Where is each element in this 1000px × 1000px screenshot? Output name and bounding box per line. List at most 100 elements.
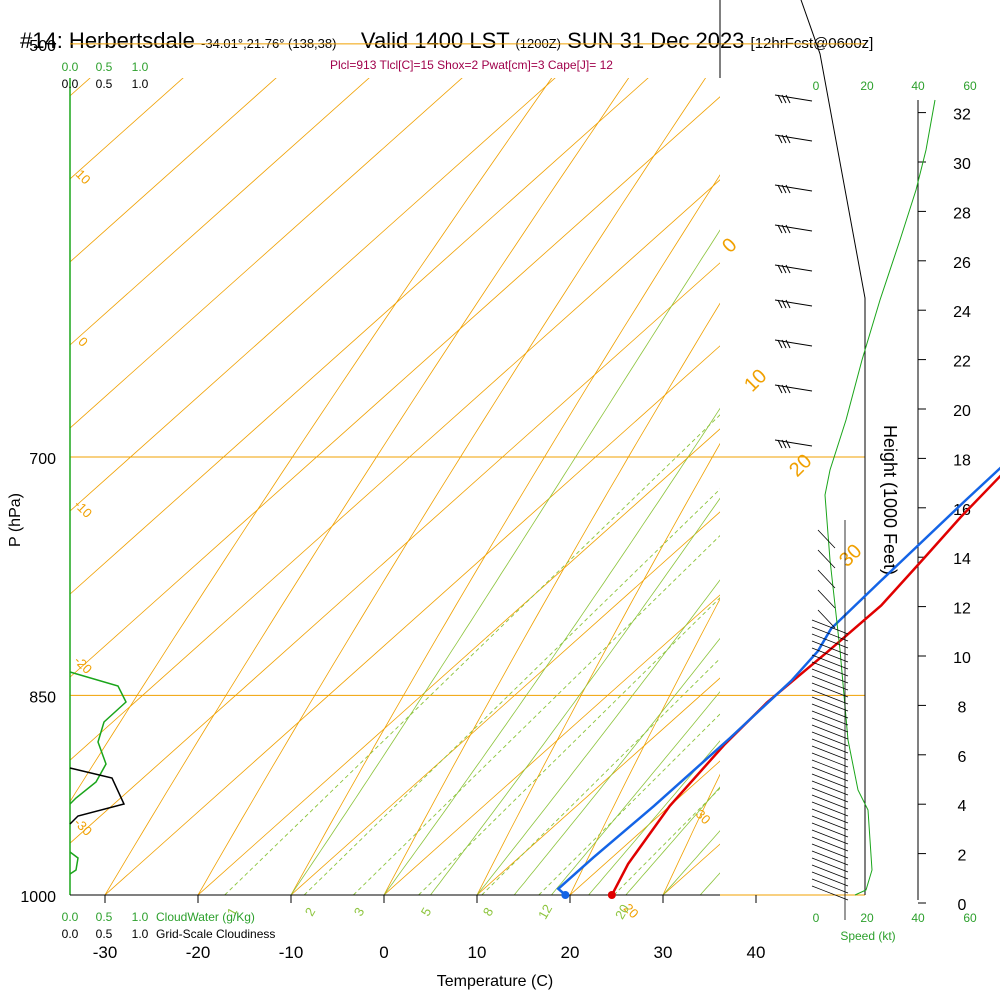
wind-barb-mid	[817, 569, 836, 589]
x-axis-label: Temperature (C)	[437, 973, 553, 990]
speed-scale-bottom: 20	[860, 911, 874, 925]
wind-barb	[774, 339, 813, 347]
wind-barb-low	[811, 682, 849, 698]
wind-barb-low	[811, 633, 849, 649]
wind-barb-feather	[781, 299, 787, 309]
wind-barb-low	[811, 794, 849, 810]
pressure-tick-label: 700	[29, 451, 56, 468]
isotherm-line	[0, 0, 989, 895]
wind-barb-feather	[781, 384, 787, 394]
mixing-ratio-label: 2	[302, 905, 319, 919]
wind-barb-low	[811, 619, 849, 635]
wind-barb-low	[811, 801, 849, 817]
wind-barb-low	[811, 822, 849, 838]
wind-barb-low	[811, 654, 849, 670]
dry-adiabat-line	[824, 0, 1000, 955]
cloudiness-scale-top: 1.0	[132, 77, 149, 91]
wind-barb-feather	[777, 134, 783, 144]
cloudiness-scale-bottom: 1.0	[132, 927, 149, 941]
x-tick-label: 10	[468, 943, 487, 962]
wind-barb	[774, 224, 813, 232]
height-tick-label: 16	[953, 502, 971, 519]
isotherm-line	[942, 0, 1000, 895]
wind-barb-low	[811, 815, 849, 831]
wind-barb-feather	[777, 224, 783, 234]
valid-date: SUN 31 Dec 2023	[567, 28, 745, 53]
wind-barb-feather	[777, 184, 783, 194]
pressure-tick-label: 850	[29, 689, 56, 706]
moist-adiabat-line	[290, 229, 720, 895]
wind-barb-low	[811, 871, 849, 887]
isotherm-line	[197, 428, 720, 895]
isotherm-line	[70, 78, 184, 180]
wind-barb-low	[811, 710, 849, 726]
cloudwater-label: CloudWater (g/Kg)	[156, 910, 255, 924]
wind-barb-low	[811, 808, 849, 824]
cloudiness-scale-top: 0.5	[96, 77, 113, 91]
wind-barb-low	[811, 724, 849, 740]
isotherm-line	[70, 96, 720, 678]
wind-barb-low	[811, 689, 849, 705]
wind-barb-mid	[817, 549, 836, 569]
dewpoint-surface-dot	[561, 891, 570, 899]
isotherm-line	[849, 0, 1000, 895]
dry-adiabat-layer	[70, 0, 1000, 955]
isotherm-line	[0, 0, 896, 895]
height-tick-label: 26	[953, 255, 971, 272]
wind-barb-low	[811, 766, 849, 782]
mixing-ratio-label: 20	[612, 902, 632, 922]
mixing-ratio-line	[613, 787, 720, 895]
wind-barb-low	[811, 857, 849, 873]
wind-barb-feather	[785, 339, 791, 349]
height-tick-label: 12	[953, 601, 971, 618]
wind-barb-low	[811, 647, 849, 663]
mixing-ratio-line	[481, 657, 720, 895]
x-tick-label: 30	[654, 943, 673, 962]
wind-barb-low	[811, 759, 849, 775]
wind-barb-feather	[777, 439, 783, 449]
temperature-profile	[610, 474, 1000, 896]
wind-barb	[774, 94, 813, 102]
wind-barb-feather	[777, 384, 783, 394]
wind-speed-trace	[824, 99, 936, 896]
wind-barb-low	[811, 745, 849, 761]
mixing-ratio-label: 5	[418, 905, 435, 919]
dry-adiabat-label: 20	[785, 450, 816, 481]
wind-barb-low	[811, 864, 849, 880]
station-name: #14: Herbertsdale	[20, 28, 195, 53]
dry-adiabat-line	[383, 302, 720, 895]
temperature-surface-dot	[607, 891, 616, 899]
isotherm-line	[290, 511, 720, 895]
moist-adiabat-line	[625, 786, 720, 895]
isotherm-line	[70, 78, 277, 263]
wind-barb-feather	[781, 339, 787, 349]
wind-barb-mid	[817, 609, 836, 629]
isotherm-line	[70, 78, 91, 97]
speed-scale-bottom: 0	[813, 911, 820, 925]
wind-barb-feather	[777, 264, 783, 274]
isotherm-line	[104, 345, 720, 895]
wind-barb-feather	[777, 339, 783, 349]
cloudwater-scale-top: 0.0	[62, 60, 79, 74]
height-tick-label: 6	[958, 749, 967, 766]
wind-barb-feather	[781, 134, 787, 144]
wind-barb-low	[811, 773, 849, 789]
isotherm-line	[70, 78, 463, 429]
height-tick-label: 28	[953, 205, 971, 222]
cloudwater-profile-low	[69, 851, 79, 875]
wind-barb	[774, 134, 813, 142]
wind-barb-mid	[817, 529, 836, 549]
isotherm-line	[70, 78, 556, 512]
height-tick-label: 24	[953, 304, 971, 321]
wind-barb-feather	[781, 439, 787, 449]
wind-barb-feather	[785, 94, 791, 104]
speed-scale-top: 60	[963, 79, 977, 93]
wind-barb-low	[811, 829, 849, 845]
height-tick-label: 10	[953, 650, 971, 667]
wind-barb	[774, 299, 813, 307]
isotherm-label: -10	[71, 497, 95, 521]
sounding-parameters: Plcl=913 Tlcl[C]=15 Shox=2 Pwat[cm]=3 Ca…	[330, 58, 613, 72]
height-tick-label: 0	[958, 897, 967, 914]
dry-adiabat-line	[476, 442, 720, 895]
